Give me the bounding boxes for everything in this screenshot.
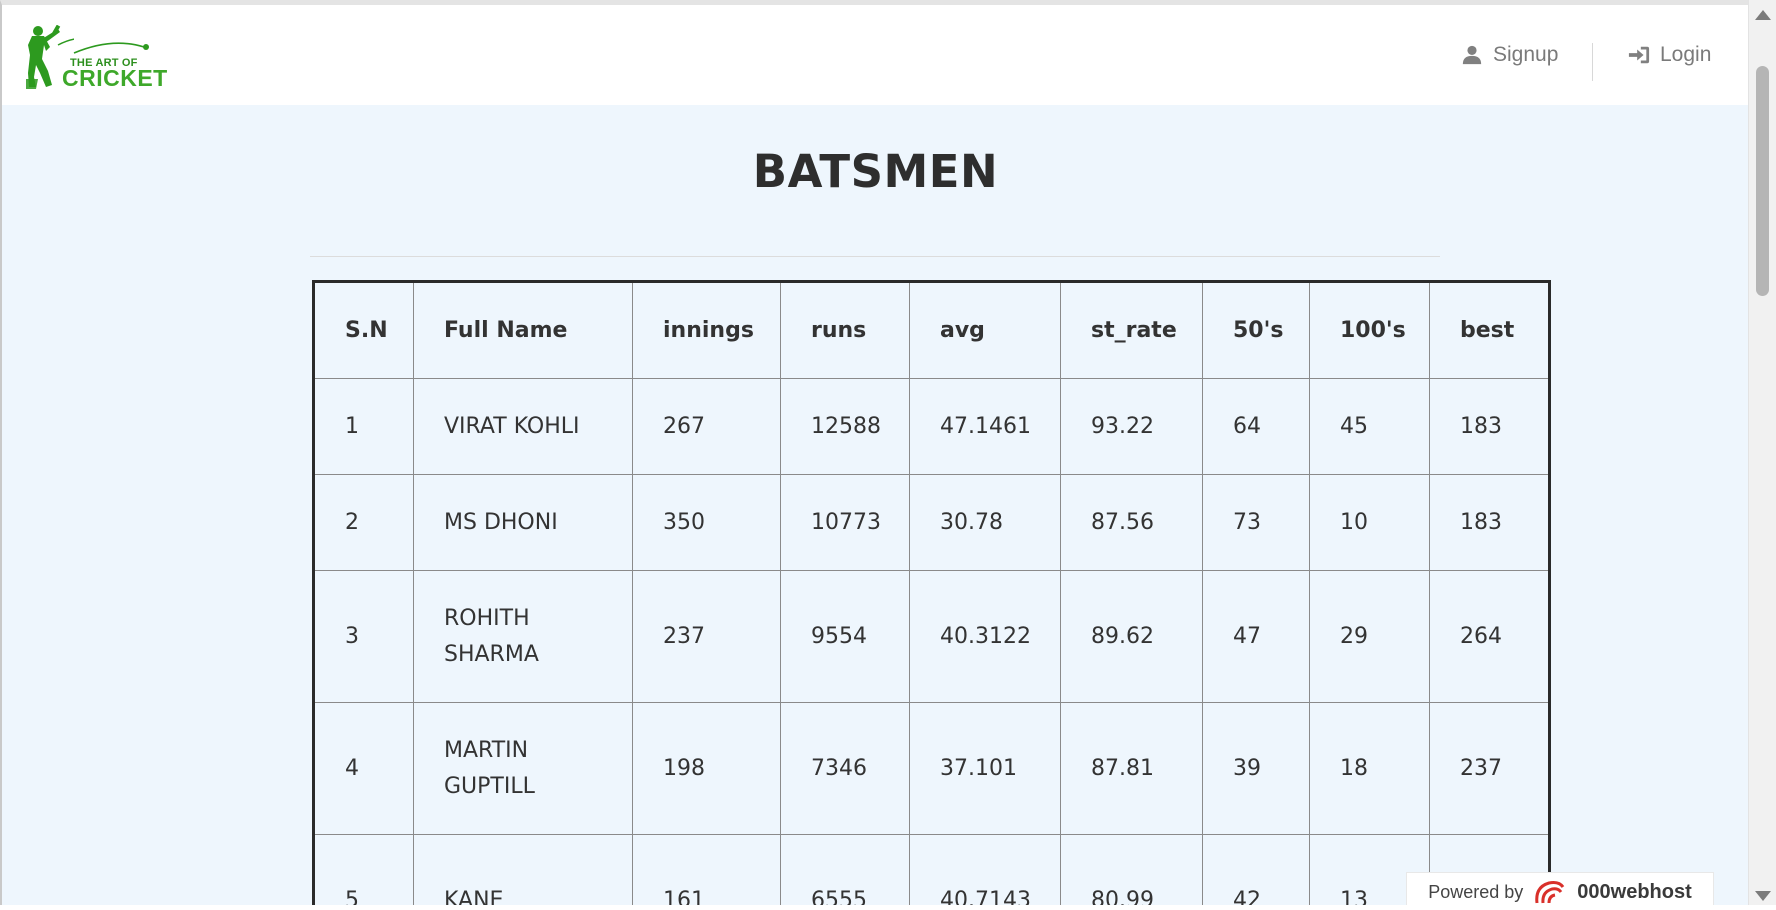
webhost-logo-icon: [1535, 881, 1565, 904]
scroll-down-arrow-icon[interactable]: [1755, 891, 1771, 901]
logo-text-main: CRICKET: [62, 65, 168, 91]
header-st-rate: st_rate: [1060, 281, 1203, 379]
logo-text-top: THE ART OF: [70, 57, 138, 69]
cell-st-rate: 89.62: [1060, 570, 1203, 703]
cell-innings: 198: [632, 702, 781, 835]
cell-hundreds: 10: [1309, 474, 1430, 571]
cell-st-rate: 87.81: [1060, 702, 1203, 835]
powered-by-brand: 000webhost: [1577, 880, 1692, 903]
browser-viewport: THE ART OF CRICKET Signup Login BATSMEN: [0, 0, 1749, 905]
cell-best: 237: [1429, 702, 1550, 835]
top-navbar: THE ART OF CRICKET Signup Login: [2, 5, 1749, 105]
cell-st-rate: 80.99: [1060, 834, 1203, 905]
table-header-row: S.N Full Name innings runs avg st_rate 5…: [313, 281, 1550, 379]
nav-divider: [1592, 43, 1593, 81]
cell-full-name: VIRAT KOHLI: [413, 378, 633, 475]
table-row: 1 VIRAT KOHLI 267 12588 47.1461 93.22 64…: [313, 378, 1550, 475]
header-runs: runs: [780, 281, 910, 379]
cell-best: 264: [1429, 570, 1550, 703]
header-avg: avg: [909, 281, 1061, 379]
cell-runs: 9554: [780, 570, 910, 703]
cell-st-rate: 87.56: [1060, 474, 1203, 571]
cell-hundreds: 18: [1309, 702, 1430, 835]
table-row: 5 KANE 161 6555 40.7143 80.99 42 13 148: [313, 834, 1550, 905]
cell-innings: 237: [632, 570, 781, 703]
batsmen-table: S.N Full Name innings runs avg st_rate 5…: [312, 280, 1551, 905]
table-row: 2 MS DHONI 350 10773 30.78 87.56 73 10 1…: [313, 474, 1550, 571]
header-fifties: 50's: [1202, 281, 1310, 379]
cell-sn: 5: [313, 834, 414, 905]
signup-label: Signup: [1493, 43, 1559, 66]
cell-runs: 7346: [780, 702, 910, 835]
powered-by-label: Powered by: [1428, 881, 1524, 902]
cell-sn: 4: [313, 702, 414, 835]
cell-runs: 6555: [780, 834, 910, 905]
table-row: 3 ROHITH SHARMA 237 9554 40.3122 89.62 4…: [313, 570, 1550, 703]
cell-sn: 1: [313, 378, 414, 475]
cell-fifties: 64: [1202, 378, 1310, 475]
site-logo[interactable]: THE ART OF CRICKET: [24, 25, 167, 91]
cell-best: 183: [1429, 474, 1550, 571]
header-sn: S.N: [313, 281, 414, 379]
cell-hundreds: 45: [1309, 378, 1430, 475]
cell-hundreds: 29: [1309, 570, 1430, 703]
page-title: BATSMEN: [752, 145, 999, 198]
cell-sn: 2: [313, 474, 414, 571]
cell-innings: 161: [632, 834, 781, 905]
cell-full-name: MARTIN GUPTILL: [413, 702, 633, 835]
header-innings: innings: [632, 281, 781, 379]
scroll-up-arrow-icon[interactable]: [1755, 10, 1771, 20]
cell-innings: 350: [632, 474, 781, 571]
cell-full-name: KANE: [413, 834, 633, 905]
header-best: best: [1429, 281, 1550, 379]
signup-link[interactable]: Signup: [1461, 43, 1558, 67]
cell-best: 183: [1429, 378, 1550, 475]
cell-fifties: 39: [1202, 702, 1310, 835]
cell-runs: 12588: [780, 378, 910, 475]
cell-fifties: 73: [1202, 474, 1310, 571]
user-icon: [1462, 45, 1482, 65]
sign-in-icon: [1628, 46, 1650, 64]
cell-avg: 37.101: [909, 702, 1061, 835]
cell-st-rate: 93.22: [1060, 378, 1203, 475]
vertical-scrollbar[interactable]: [1748, 0, 1776, 905]
cell-runs: 10773: [780, 474, 910, 571]
cricket-batsman-logo-icon: [26, 25, 74, 89]
cell-avg: 40.3122: [909, 570, 1061, 703]
scrollbar-thumb[interactable]: [1756, 66, 1769, 296]
cell-avg: 30.78: [909, 474, 1061, 571]
cell-sn: 3: [313, 570, 414, 703]
header-full-name: Full Name: [413, 281, 633, 379]
cell-full-name: ROHITH SHARMA: [413, 570, 633, 703]
cell-full-name: MS DHONI: [413, 474, 633, 571]
title-divider: [310, 256, 1440, 257]
header-hundreds: 100's: [1309, 281, 1430, 379]
cell-innings: 267: [632, 378, 781, 475]
cell-avg: 40.7143: [909, 834, 1061, 905]
login-link[interactable]: Login: [1628, 43, 1711, 67]
login-label: Login: [1660, 43, 1712, 66]
powered-by-badge[interactable]: Powered by 000webhost: [1406, 872, 1714, 905]
window-bottom-edge: [0, 905, 1776, 910]
main-content: BATSMEN S.N Full Name innings runs: [2, 105, 1749, 905]
table-row: 4 MARTIN GUPTILL 198 7346 37.101 87.81 3…: [313, 702, 1550, 835]
cell-avg: 47.1461: [909, 378, 1061, 475]
cell-fifties: 42: [1202, 834, 1310, 905]
cell-fifties: 47: [1202, 570, 1310, 703]
ball-trail-icon: [73, 42, 149, 54]
